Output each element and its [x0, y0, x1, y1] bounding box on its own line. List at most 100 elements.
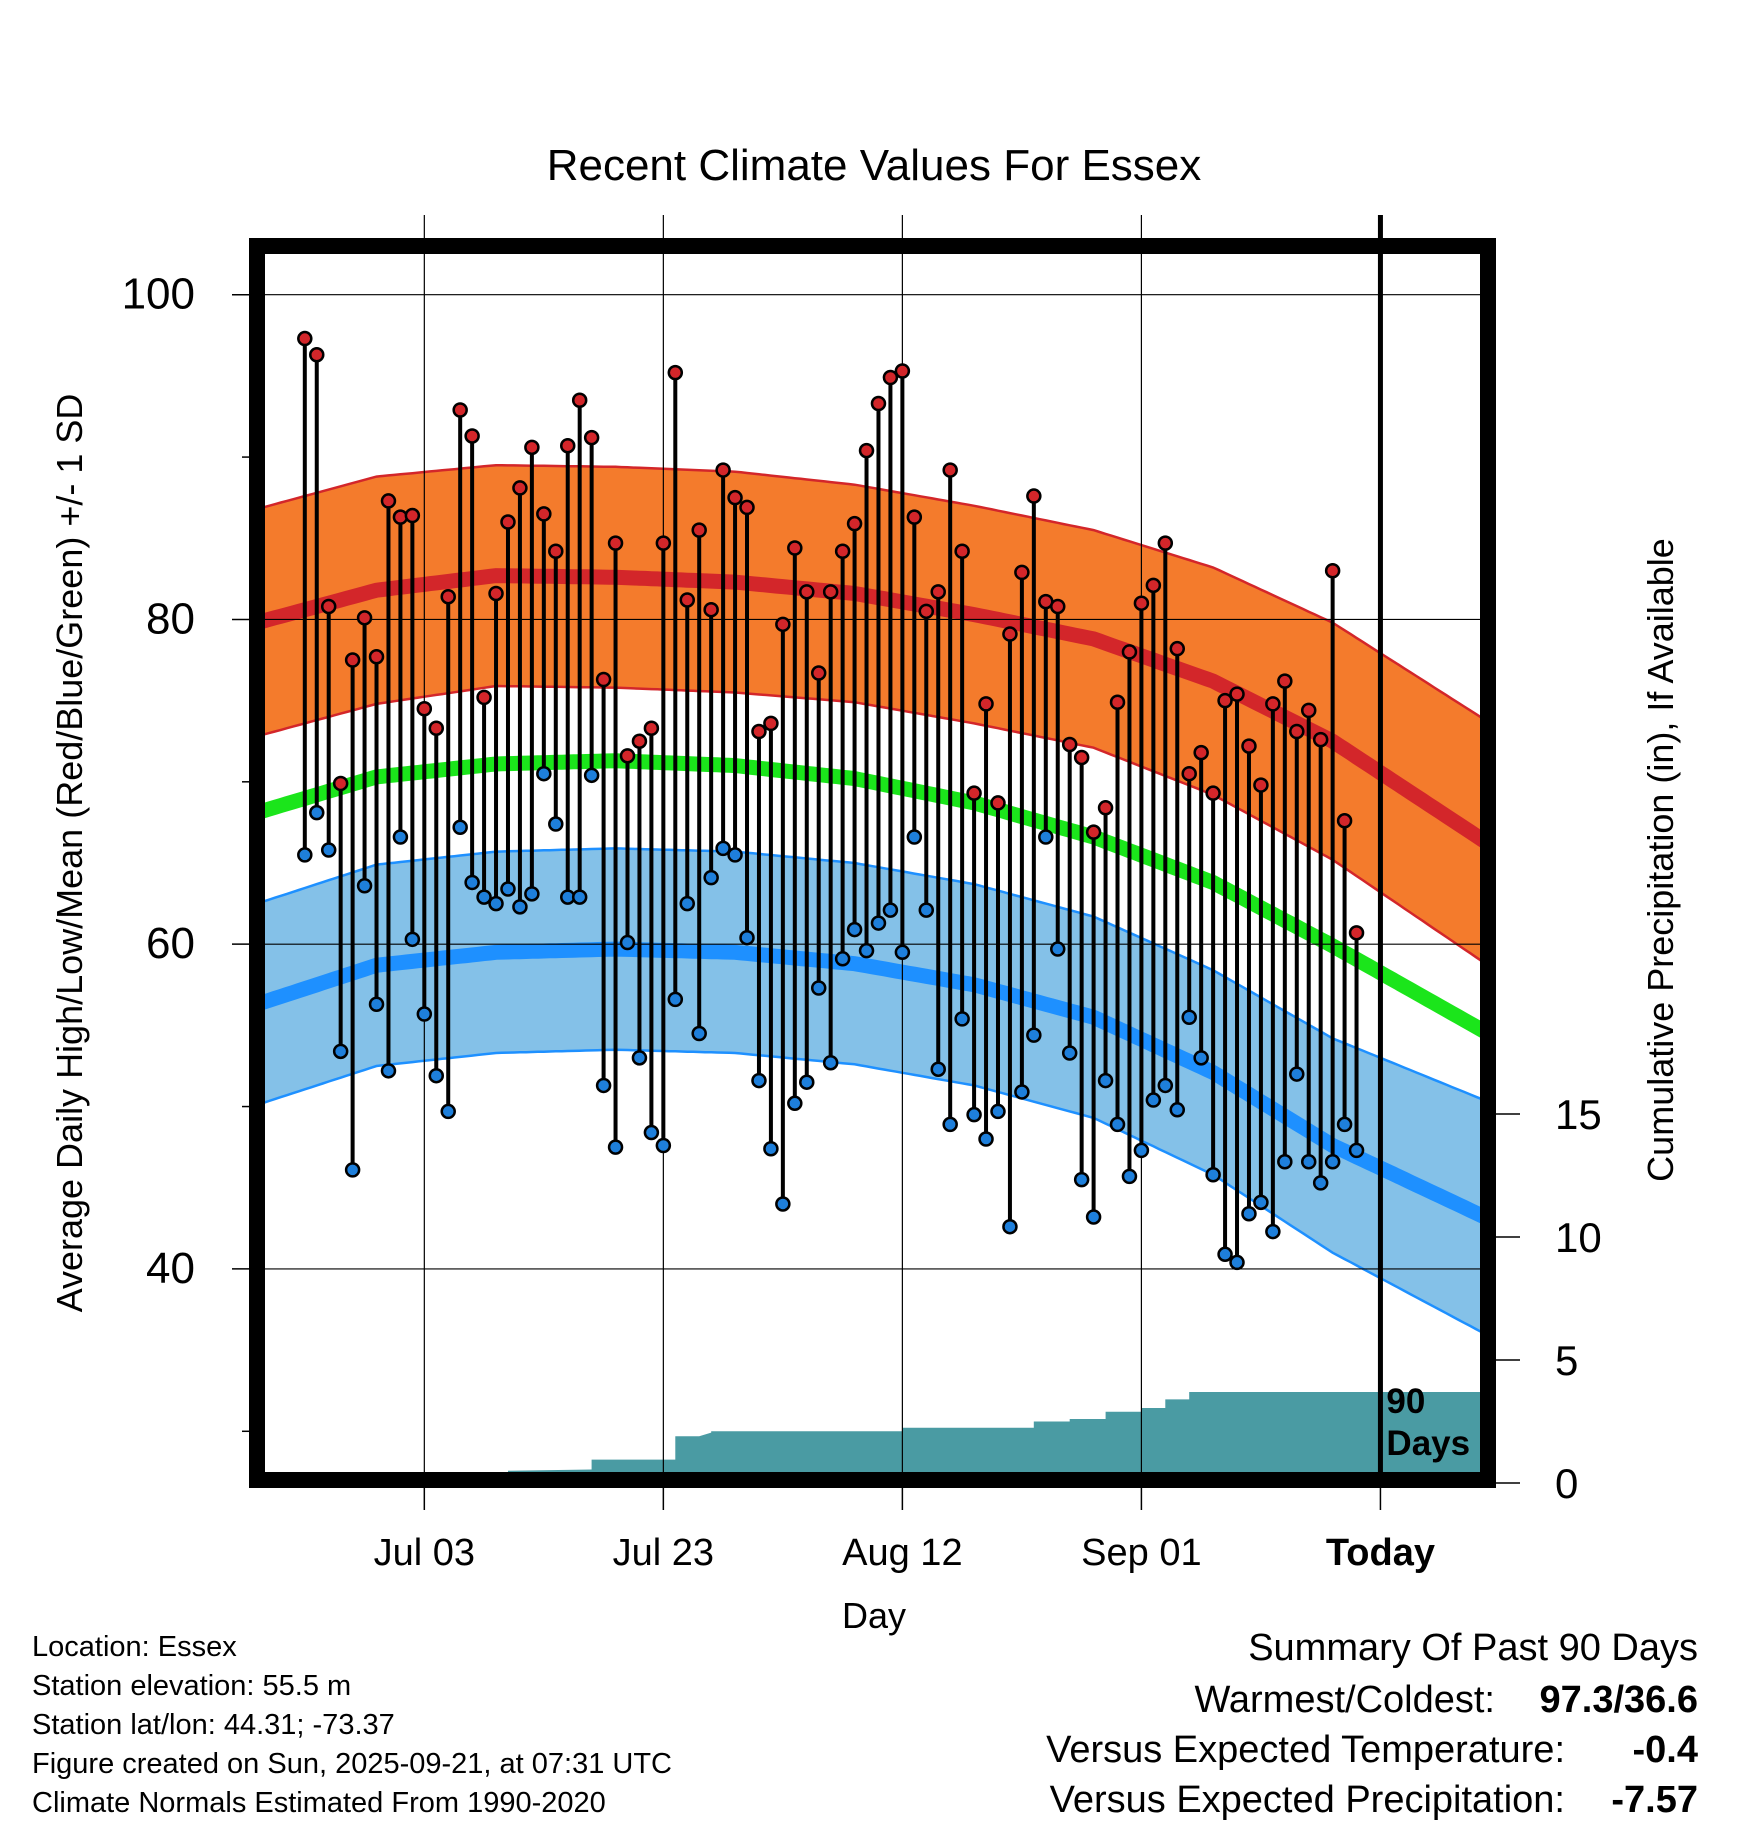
daily-low-point — [1300, 1154, 1317, 1170]
daily-high-point — [787, 540, 803, 556]
daily-high-point — [1348, 925, 1365, 941]
daily-high-point — [416, 701, 433, 717]
daily-high-point — [882, 369, 899, 386]
daily-low-point — [1289, 1066, 1305, 1082]
daily-high-point — [1289, 723, 1305, 740]
daily-low-point — [344, 1162, 361, 1178]
daily-low-point — [1217, 1246, 1233, 1263]
summary-precip-label: Versus Expected Precipitation: — [1050, 1779, 1565, 1821]
daily-low-point — [846, 921, 863, 938]
y-tick-label: 80 — [146, 594, 195, 643]
daily-low-point — [906, 829, 923, 845]
daily-high-point — [320, 598, 337, 615]
daily-low-point — [595, 1077, 612, 1094]
summary-precip-value: -7.57 — [1611, 1779, 1698, 1821]
daily-low-point — [1157, 1077, 1174, 1094]
x-axis-label: Day — [842, 1595, 906, 1636]
daily-high-point — [966, 785, 982, 801]
daily-high-point — [1133, 595, 1150, 611]
daily-high-point — [727, 489, 743, 506]
low-band-upper-edge — [256, 847, 1489, 1103]
x-tick-label: Jul 23 — [613, 1532, 714, 1574]
daily-high-point — [500, 514, 516, 530]
daily-high-point — [1014, 564, 1030, 581]
daily-low-point — [739, 929, 755, 946]
summary-warm-cold-value: 97.3/36.6 — [1540, 1679, 1698, 1721]
daily-low-point — [1061, 1045, 1078, 1061]
daily-low-point — [691, 1025, 707, 1042]
plot-frame — [249, 215, 1496, 1488]
daily-low-point — [392, 829, 409, 845]
daily-high-point — [870, 395, 887, 412]
daily-high-point — [619, 748, 636, 764]
daily-low-point — [942, 1116, 958, 1133]
daily-low-point — [1049, 941, 1066, 957]
daily-low-point — [1205, 1166, 1221, 1183]
daily-high-point — [309, 347, 325, 363]
daily-low-point — [524, 886, 540, 902]
daily-low-point — [1253, 1194, 1269, 1211]
footer-elevation: Station elevation: 55.5 m — [32, 1670, 351, 1702]
daily-low-point — [1169, 1102, 1186, 1118]
daily-high-point — [356, 610, 373, 626]
daily-low-point — [954, 1011, 970, 1027]
daily-low-point — [1229, 1254, 1245, 1271]
daily-high-point — [1073, 749, 1090, 766]
daily-high-point — [918, 603, 935, 620]
daily-low-point — [643, 1124, 660, 1141]
daily-high-point — [595, 671, 612, 688]
daily-high-point — [751, 723, 767, 740]
low-sd-band — [257, 848, 1488, 1336]
daily-low-point — [727, 847, 743, 863]
daily-low-point — [1097, 1072, 1114, 1089]
daily-low-point — [1109, 1116, 1126, 1133]
daily-low-point — [320, 842, 337, 858]
daily-high-point — [1241, 738, 1257, 754]
daily-low-point — [1014, 1084, 1030, 1100]
daily-low-point — [834, 951, 851, 967]
daily-high-point — [404, 507, 421, 524]
daily-high-point — [452, 402, 468, 418]
daily-high-point — [703, 601, 719, 618]
y-axis-label: Average Daily High/Low/Mean (Red/Blue/Gr… — [49, 394, 90, 1313]
daily-high-point — [1312, 731, 1329, 748]
daily-low-point — [500, 881, 516, 897]
daily-high-point — [1205, 785, 1221, 801]
daily-low-point — [332, 1043, 349, 1060]
daily-low-point — [822, 1054, 839, 1071]
daily-high-point — [1253, 777, 1269, 793]
daily-high-point — [846, 515, 863, 532]
daily-low-point — [464, 874, 480, 891]
daily-high-point — [1300, 702, 1317, 719]
normal-low-line — [254, 941, 1492, 1226]
daily-low-point — [309, 804, 325, 821]
daily-high-point — [536, 506, 552, 522]
daily-high-point — [739, 499, 755, 516]
daily-high-point — [643, 720, 660, 736]
cumulative-precipitation — [257, 1392, 1488, 1483]
daily-high-point — [834, 543, 851, 560]
daily-high-point — [464, 428, 480, 444]
normal-high-line — [255, 568, 1493, 850]
daily-high-point — [954, 543, 970, 560]
daily-low-point — [452, 819, 468, 836]
daily-high-point — [476, 689, 492, 706]
summary-warm-cold-label: Warmest/Coldest: — [1194, 1679, 1495, 1721]
daily-high-point — [691, 522, 707, 538]
daily-high-point — [1193, 744, 1209, 761]
daily-low-point — [763, 1141, 779, 1157]
axis-ticks: Jul 03 Jul 23 Aug 12 Sep 01 Today 40 60 80 100 0 5… — [122, 270, 1602, 1574]
daily-low-point — [1026, 1027, 1042, 1043]
daily-low-point — [810, 980, 827, 996]
daily-low-point — [368, 996, 385, 1013]
daily-low-point — [1073, 1171, 1090, 1188]
daily-low-point — [715, 840, 731, 857]
daily-low-point — [1038, 829, 1054, 845]
window-annotation-unit: Days — [1386, 1424, 1470, 1463]
daily-high-point — [1085, 824, 1102, 840]
daily-low-point — [667, 991, 684, 1008]
daily-high-point — [1229, 686, 1245, 702]
daily-low-point — [1181, 1009, 1197, 1025]
daily-high-point — [512, 480, 528, 496]
